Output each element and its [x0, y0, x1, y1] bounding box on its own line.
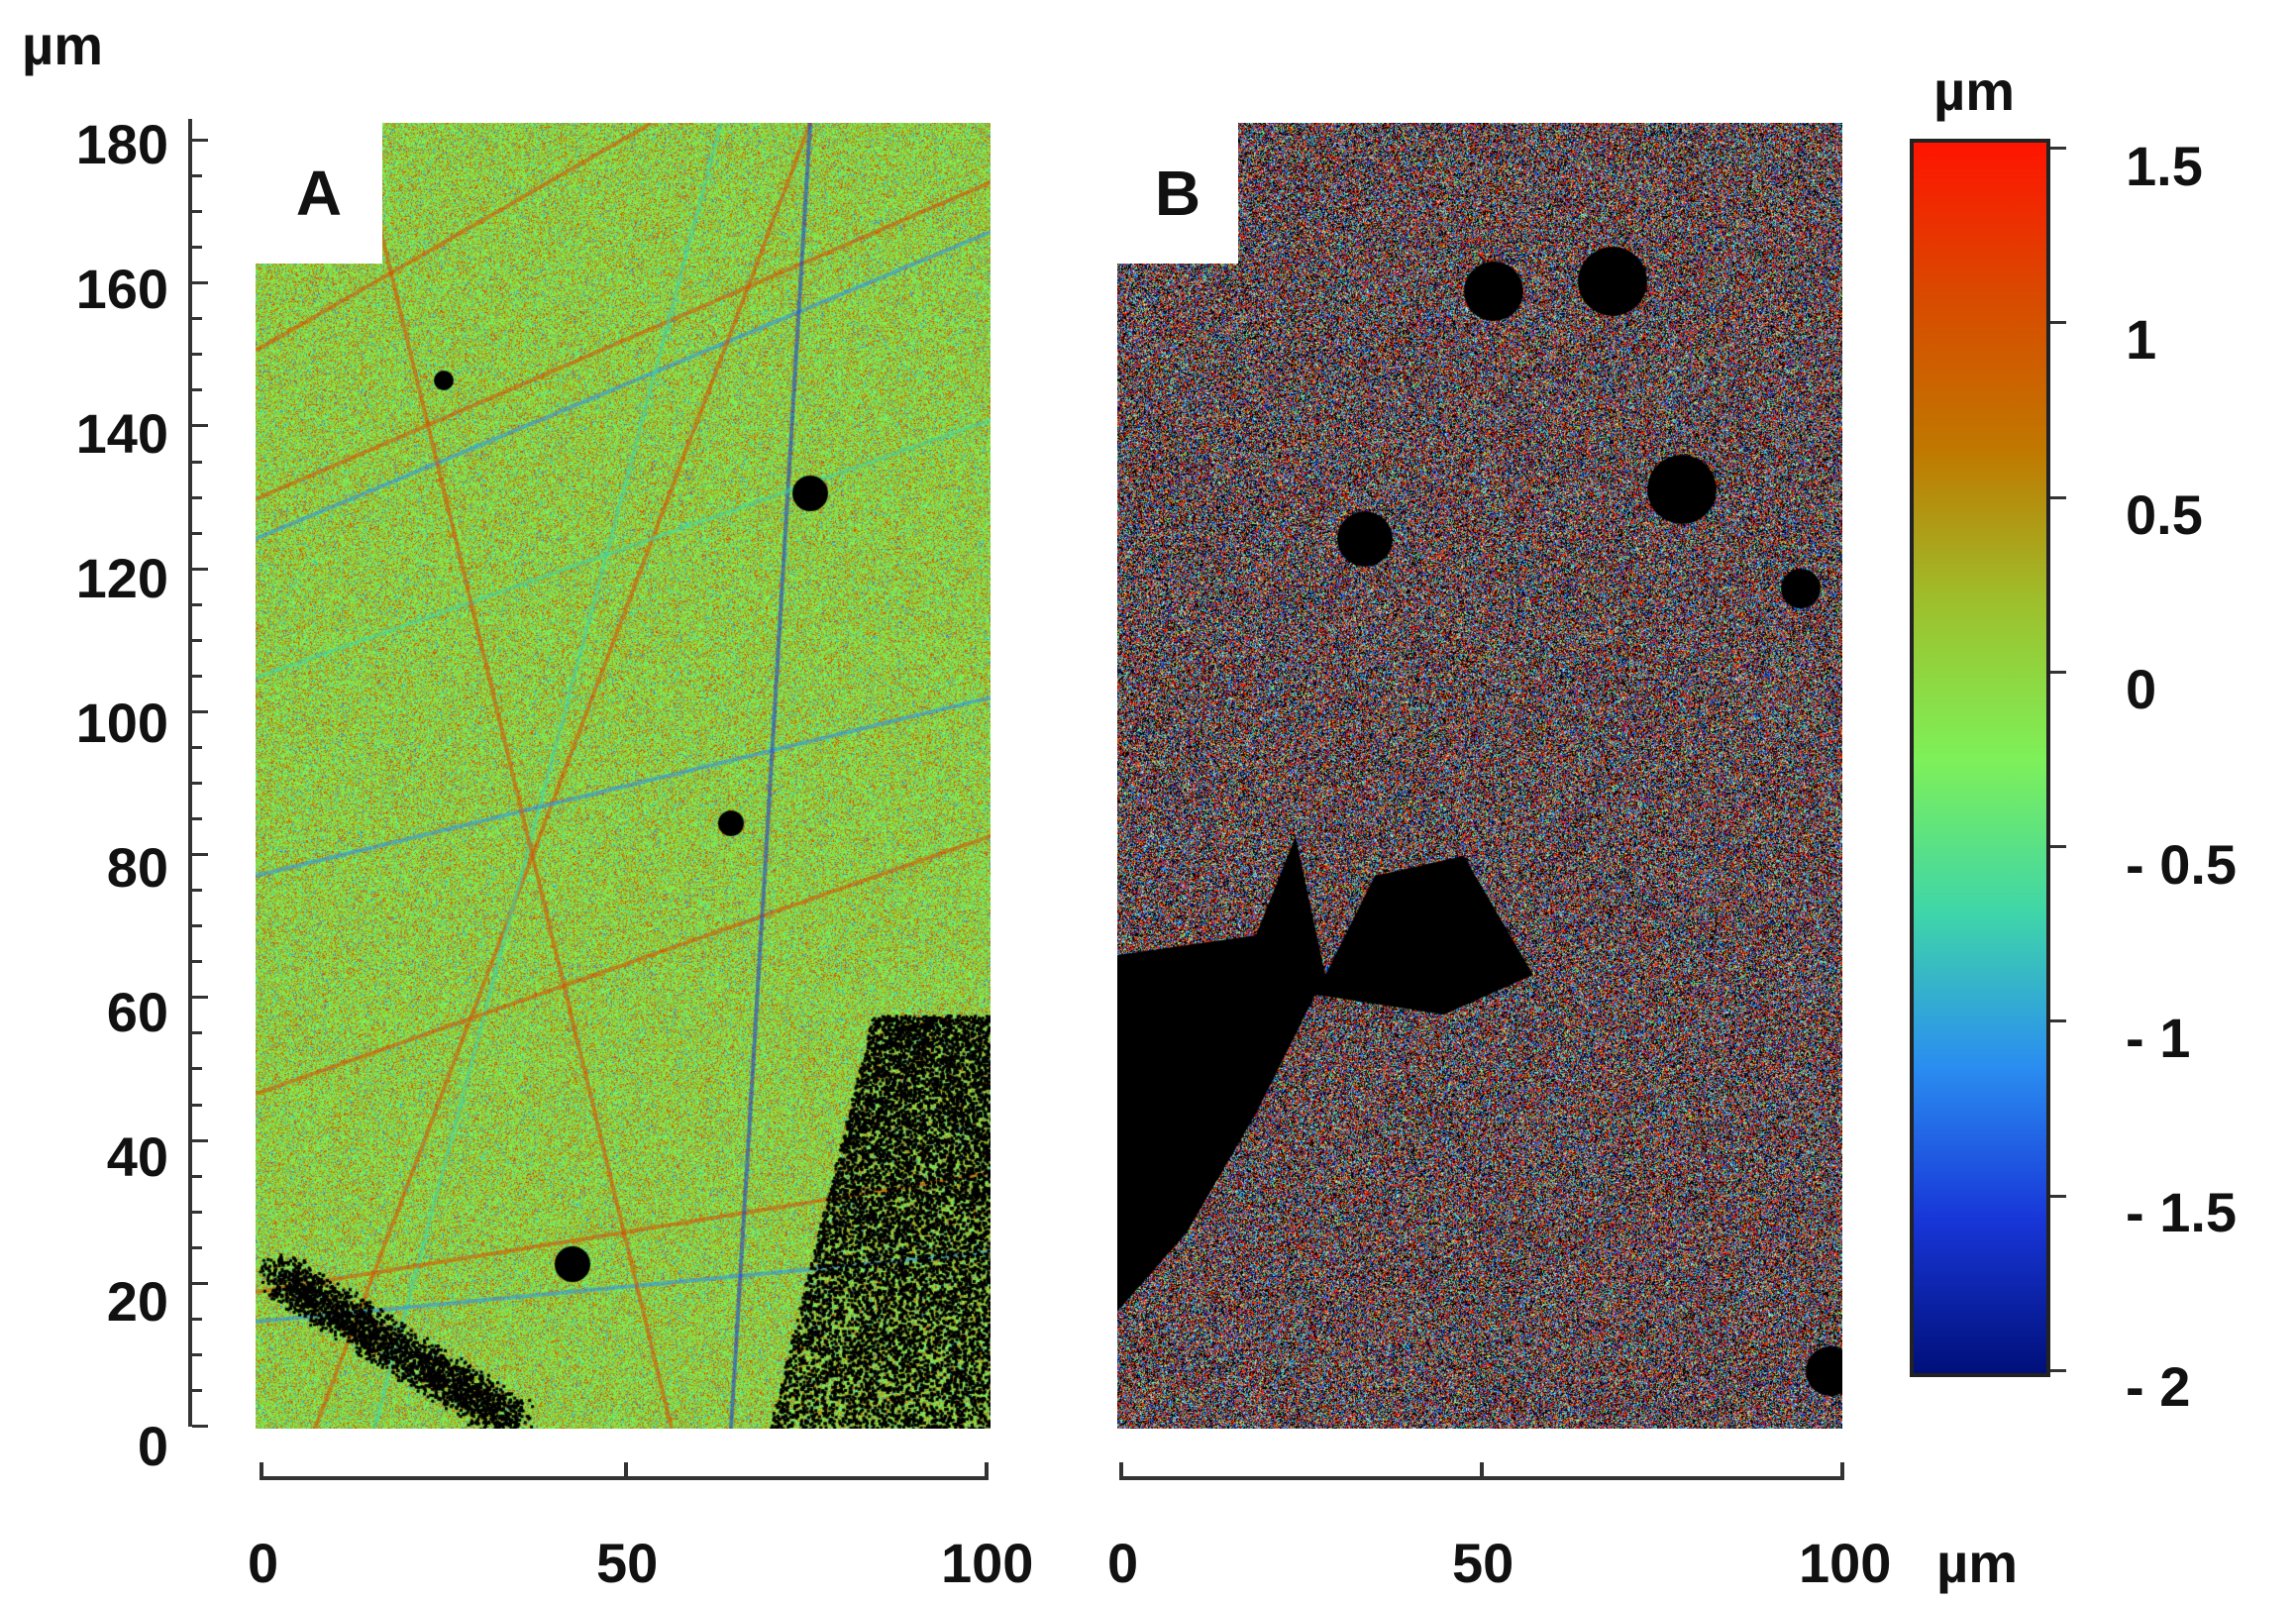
panel-a-x-tick-label: 50	[596, 1532, 659, 1594]
y-axis-minor-tick	[192, 1210, 202, 1214]
y-axis-minor-tick	[192, 210, 202, 214]
panel-b-x-tick	[1840, 1462, 1844, 1480]
y-axis-minor-tick	[192, 1245, 202, 1249]
y-axis-minor-tick	[192, 353, 202, 357]
colorbar-unit: µm	[1933, 59, 2016, 122]
y-axis-minor-tick	[192, 1174, 202, 1178]
y-axis-minor-tick	[192, 317, 202, 321]
y-axis-minor-tick	[192, 924, 202, 928]
y-axis-minor-tick	[192, 495, 202, 499]
y-axis-major-tick	[192, 567, 208, 571]
y-axis-major-tick	[192, 709, 208, 713]
y-axis-major-tick	[192, 996, 208, 1000]
y-axis-minor-tick	[192, 602, 202, 606]
y-tick-label: 140	[75, 402, 168, 465]
colorbar-tick-label: 0	[2126, 658, 2157, 720]
colorbar-tick-label: 1.5	[2126, 135, 2203, 197]
panel-b-x-axis-unit: µm	[1936, 1532, 2019, 1594]
colorbar-tick	[2050, 1019, 2066, 1023]
y-axis-major-tick	[192, 1425, 208, 1428]
y-axis-minor-tick	[192, 1031, 202, 1035]
y-axis-minor-tick	[192, 1067, 202, 1071]
y-axis-minor-tick	[192, 388, 202, 392]
y-axis-major-tick	[192, 853, 208, 857]
panel-a-x-tick	[985, 1462, 989, 1480]
colorbar-tick-label: - 1	[2126, 1007, 2191, 1069]
y-tick-label: 40	[106, 1125, 168, 1188]
panel-b-x-tick-label: 0	[1107, 1532, 1139, 1594]
y-axis-minor-tick	[192, 638, 202, 642]
y-axis-minor-tick	[192, 817, 202, 821]
y-axis-minor-tick	[192, 1352, 202, 1356]
y-tick-label: 180	[75, 113, 168, 175]
y-axis-line	[188, 119, 192, 1427]
panel-b-canvas	[1117, 123, 1842, 1429]
y-axis-major-tick	[192, 1281, 208, 1285]
y-tick-label: 160	[75, 258, 168, 320]
y-axis-minor-tick	[192, 674, 202, 678]
panel-a-x-tick-label: 0	[248, 1532, 279, 1594]
panel-b-tag: B	[1117, 123, 1238, 264]
colorbar-tick-label: - 2	[2126, 1355, 2191, 1418]
colorbar-tick	[2050, 321, 2066, 325]
colorbar-tick	[2050, 1194, 2066, 1198]
panel-b-x-tick	[1119, 1462, 1123, 1480]
y-axis-major-tick	[192, 281, 208, 285]
panel-b-height-map	[1117, 123, 1842, 1429]
y-tick-label: 120	[75, 547, 168, 609]
y-axis-minor-tick	[192, 1317, 202, 1321]
y-axis-minor-tick	[192, 889, 202, 893]
y-axis-minor-tick	[192, 531, 202, 535]
y-axis-minor-tick	[192, 1388, 202, 1392]
y-tick-label: 60	[106, 981, 168, 1043]
panel-b-x-tick-label: 100	[1799, 1532, 1892, 1594]
y-tick-label: 20	[106, 1270, 168, 1333]
panel-a-canvas	[256, 123, 991, 1429]
colorbar-tick	[2050, 147, 2066, 150]
y-axis-major-tick	[192, 424, 208, 428]
colorbar-tick-label: 0.5	[2126, 483, 2203, 546]
y-axis-minor-tick	[192, 782, 202, 785]
colorbar-tick	[2050, 845, 2066, 849]
y-axis-minor-tick	[192, 246, 202, 250]
colorbar-tick-label: - 0.5	[2126, 833, 2238, 896]
panel-a-height-map	[256, 123, 991, 1429]
y-axis-minor-tick	[192, 745, 202, 749]
y-axis-minor-tick	[192, 1103, 202, 1107]
y-tick-label: 0	[137, 1415, 168, 1477]
y-axis-unit: µm	[22, 14, 104, 76]
panel-a-x-tick	[260, 1462, 263, 1480]
y-axis-minor-tick	[192, 960, 202, 964]
colorbar-tick-label: - 1.5	[2126, 1181, 2238, 1243]
colorbar-tick	[2050, 495, 2066, 499]
panel-a-x-tick	[624, 1462, 628, 1480]
y-tick-label: 80	[106, 836, 168, 899]
y-axis-major-tick	[192, 139, 208, 142]
panel-b-x-tick-label: 50	[1452, 1532, 1514, 1594]
colorbar-tick	[2050, 1369, 2066, 1372]
colorbar-tick	[2050, 670, 2066, 674]
y-tick-label: 100	[75, 692, 168, 754]
colorbar	[1910, 139, 2050, 1377]
colorbar-gradient	[1914, 143, 2046, 1373]
y-axis-minor-tick	[192, 460, 202, 464]
y-axis-minor-tick	[192, 174, 202, 178]
panel-a-x-tick-label: 100	[941, 1532, 1034, 1594]
y-axis-major-tick	[192, 1138, 208, 1142]
colorbar-tick-label: 1	[2126, 308, 2157, 371]
panel-a-tag: A	[256, 123, 382, 264]
panel-b-x-tick	[1480, 1462, 1484, 1480]
